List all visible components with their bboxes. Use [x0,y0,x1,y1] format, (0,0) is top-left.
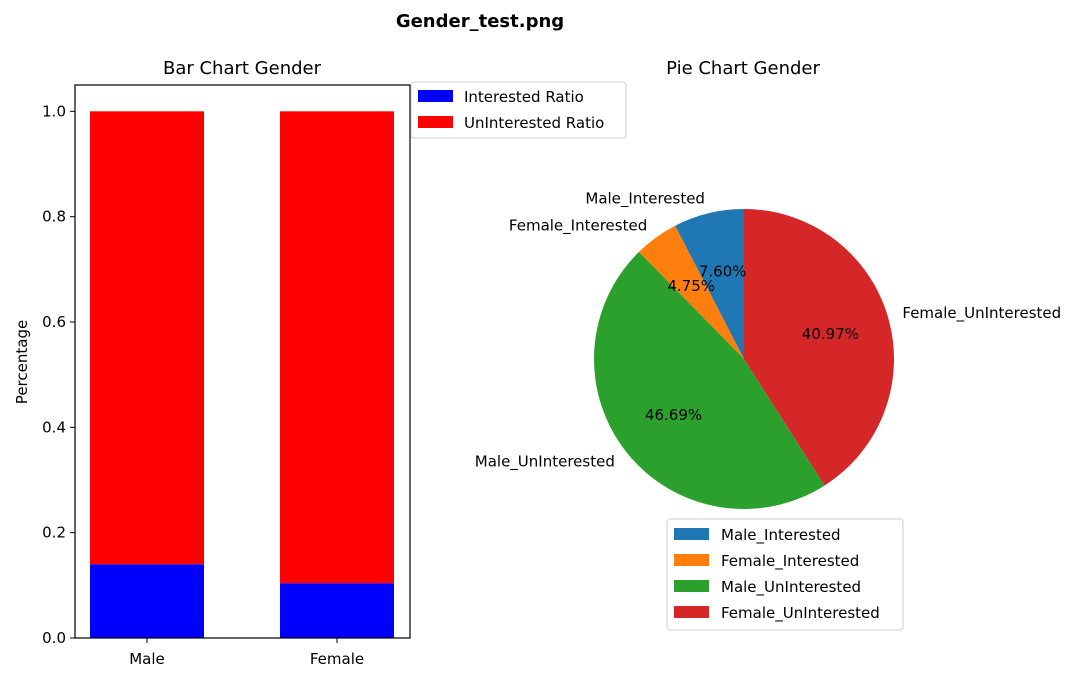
legend-label: Female_Interested [721,552,859,571]
legend-swatch [674,606,709,618]
figure-title: Gender_test.png [396,11,564,32]
legend-label: Interested Ratio [464,88,584,106]
bar-chart-x-axis: Male Female [129,638,364,668]
pie-chart-legend: Male_Interested Female_Interested Male_UnI… [666,518,904,631]
pie-chart-title: Pie Chart Gender [666,58,820,79]
legend-box [410,81,627,139]
y-tick-label: 0.0 [42,629,66,647]
bar-male-interested [90,564,204,638]
legend-box [666,518,904,631]
pie-slice-label: Male_UnInterested [475,453,615,472]
bar-female-uninterested [280,111,394,584]
bar-chart-legend: Interested Ratio UnInterested Ratio [410,81,627,139]
legend-label: Male_Interested [721,526,841,545]
y-tick-label: 0.8 [42,208,66,226]
legend-label: UnInterested Ratio [464,114,604,132]
pie-pct-label: 7.60% [699,263,747,281]
legend-swatch [674,528,709,540]
x-tick-label: Female [310,650,364,668]
pie-slice-male-uninterested [594,251,825,509]
pie-slice-female-interested [638,225,744,359]
bar-chart-frame [74,84,411,639]
bar-chart: Bar Chart Gender 0.0 0.2 0.4 0.6 0.8 1.0 Male… [13,58,627,668]
pie-pct-label: 40.97% [802,325,859,343]
bar-chart-ylabel: Percentage [13,320,31,404]
y-tick-label: 0.6 [42,313,66,331]
pie-chart-slices [594,209,894,509]
bar-chart-title: Bar Chart Gender [163,58,322,79]
pie-pct-label: 46.69% [645,406,702,424]
y-tick-label: 0.4 [42,418,66,436]
pie-pct-label: 4.75% [667,277,715,295]
y-tick-label: 0.2 [42,524,66,542]
bar-chart-bars [90,111,394,638]
bar-female-interested [280,583,394,638]
legend-label: Male_UnInterested [721,578,861,597]
pie-slice-label: Female_Interested [509,216,647,235]
pie-slice-label: Male_Interested [585,190,705,209]
pie-slice-female-uninterested [744,209,894,486]
pie-slice-male-interested [675,209,744,359]
legend-swatch [418,90,453,102]
pie-chart-labels: 7.60% Male_Interested 4.75% Female_Interest… [475,190,1061,472]
bar-male-uninterested [90,111,204,565]
y-tick-label: 1.0 [42,102,66,120]
legend-swatch [674,554,709,566]
pie-chart: Pie Chart Gender 7.60% Male_Interested 4.7… [475,58,1061,631]
bar-chart-y-axis: 0.0 0.2 0.4 0.6 0.8 1.0 [42,102,75,647]
legend-label: Female_UnInterested [721,604,880,623]
x-tick-label: Male [129,650,165,668]
pie-slice-label: Female_UnInterested [902,304,1061,323]
legend-swatch [674,580,709,592]
legend-swatch [418,116,453,128]
